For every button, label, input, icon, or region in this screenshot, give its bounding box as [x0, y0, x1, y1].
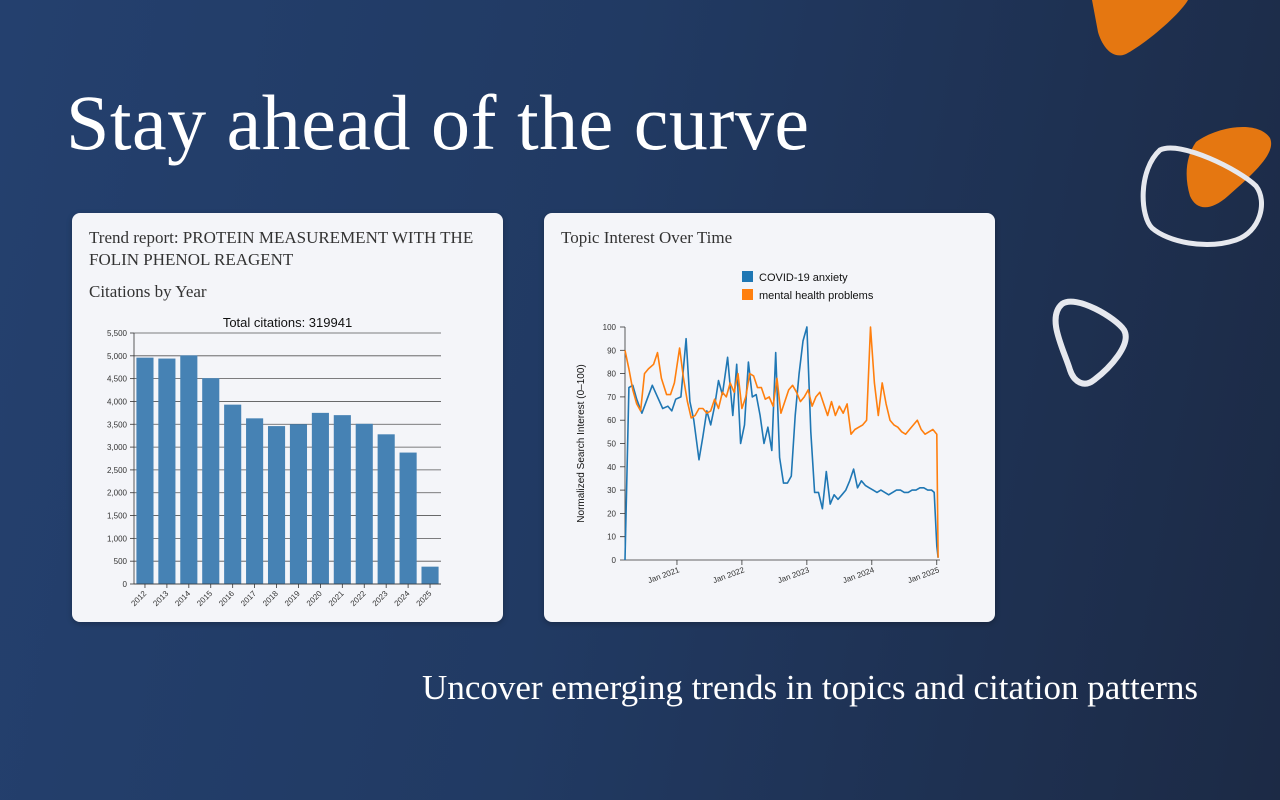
bar-y-tick-label: 5,500	[107, 329, 128, 338]
bar-x-tick-label: 2016	[217, 589, 236, 608]
line-y-tick-label: 70	[607, 393, 616, 402]
bar-x-tick-label: 2023	[371, 589, 390, 608]
legend-swatch-0	[742, 271, 753, 282]
series-line-1	[624, 326, 939, 558]
bar-x-tick-label: 2014	[173, 589, 192, 608]
line-y-tick-label: 60	[607, 416, 616, 425]
outline-triangle-right	[1140, 145, 1264, 247]
bar-2016	[224, 404, 242, 584]
bar-x-tick-label: 2022	[349, 589, 368, 608]
line-x-tick-label: Jan 2025	[906, 565, 941, 585]
bar-y-tick-label: 1,500	[107, 512, 128, 521]
topic-card-title: Topic Interest Over Time	[561, 228, 733, 247]
legend-label-1: mental health problems	[759, 290, 874, 302]
bar-y-tick-label: 3,000	[107, 443, 128, 452]
citation-card-title: Trend report: PROTEIN MEASUREMENT WITH T…	[89, 228, 474, 269]
bar-2015	[202, 378, 220, 584]
bar-x-tick-label: 2025	[415, 589, 434, 608]
bar-2012	[136, 357, 154, 584]
headline: Stay ahead of the curve	[66, 79, 810, 166]
line-x-tick-label: Jan 2022	[712, 565, 747, 585]
bar-2017	[246, 418, 264, 584]
bar-y-tick-label: 500	[114, 557, 128, 566]
bar-y-tick-label: 0	[123, 580, 128, 589]
bar-2018	[267, 426, 286, 584]
bar-2013	[158, 358, 176, 584]
topic-interest-line-chart: COVID-19 anxiety mental health problems 0 1…	[576, 271, 941, 585]
bar-2023	[377, 434, 395, 584]
topic-interest-card: Topic Interest Over Time COVID-19 anxiet…	[544, 213, 995, 622]
bar-y-tick-label: 5,000	[107, 352, 128, 361]
bar-x-tick-label: 2019	[283, 589, 302, 608]
bar-y-tick-label: 2,000	[107, 489, 128, 498]
bar-2019	[289, 424, 308, 584]
tagline: Uncover emerging trends in topics and ci…	[422, 668, 1198, 707]
bar-y-tick-label: 2,500	[107, 466, 128, 475]
bar-x-tick-label: 2024	[393, 589, 412, 608]
bar-x-tick-label: 2012	[129, 589, 148, 608]
line-x-tick-label: Jan 2023	[777, 565, 812, 585]
bar-2020	[311, 412, 329, 584]
line-y-tick-label: 50	[607, 440, 616, 449]
bar-y-tick-label: 4,500	[107, 375, 128, 384]
series-line-0	[624, 326, 939, 561]
outline-triangle-mid	[1052, 298, 1129, 387]
bar-2022	[355, 423, 373, 584]
orange-triangle-top	[1092, 0, 1188, 56]
bar-x-tick-label: 2015	[195, 589, 214, 608]
bar-x-tick-label: 2017	[239, 589, 258, 608]
bar-2025	[421, 566, 439, 584]
bar-y-tick-label: 4,000	[107, 397, 128, 406]
bar-x-tick-label: 2020	[305, 589, 324, 608]
bar-2021	[333, 415, 351, 584]
line-y-tick-label: 40	[607, 463, 616, 472]
line-y-tick-label: 80	[607, 370, 616, 379]
bar-x-tick-label: 2018	[261, 589, 280, 608]
line-y-tick-label: 20	[607, 509, 616, 518]
bar-y-tick-label: 3,500	[107, 420, 128, 429]
citations-card: Trend report: PROTEIN MEASUREMENT WITH T…	[72, 213, 503, 622]
line-y-tick-label: 30	[607, 486, 616, 495]
legend-swatch-1	[742, 289, 753, 300]
line-x-tick-label: Jan 2021	[647, 565, 682, 585]
bar-2024	[399, 452, 417, 584]
line-y-tick-label: 10	[607, 533, 616, 542]
line-y-tick-label: 100	[603, 323, 617, 332]
bar-chart-title: Total citations: 319941	[223, 315, 352, 330]
bar-2014	[180, 355, 198, 584]
line-x-tick-label: Jan 2024	[841, 565, 876, 585]
legend-label-0: COVID-19 anxiety	[759, 272, 848, 284]
line-y-tick-label: 0	[612, 556, 617, 565]
bar-x-tick-label: 2013	[151, 589, 170, 608]
citations-bar-chart: Total citations: 319941 0 500 1,000 1,500 2,0…	[107, 315, 441, 608]
citation-card-subtitle: Citations by Year	[89, 282, 207, 301]
bar-x-tick-label: 2021	[327, 589, 346, 608]
line-y-axis-label: Normalized Search Interest (0–100)	[576, 364, 587, 522]
bar-y-tick-label: 1,000	[107, 534, 128, 543]
line-y-tick-label: 90	[607, 346, 616, 355]
